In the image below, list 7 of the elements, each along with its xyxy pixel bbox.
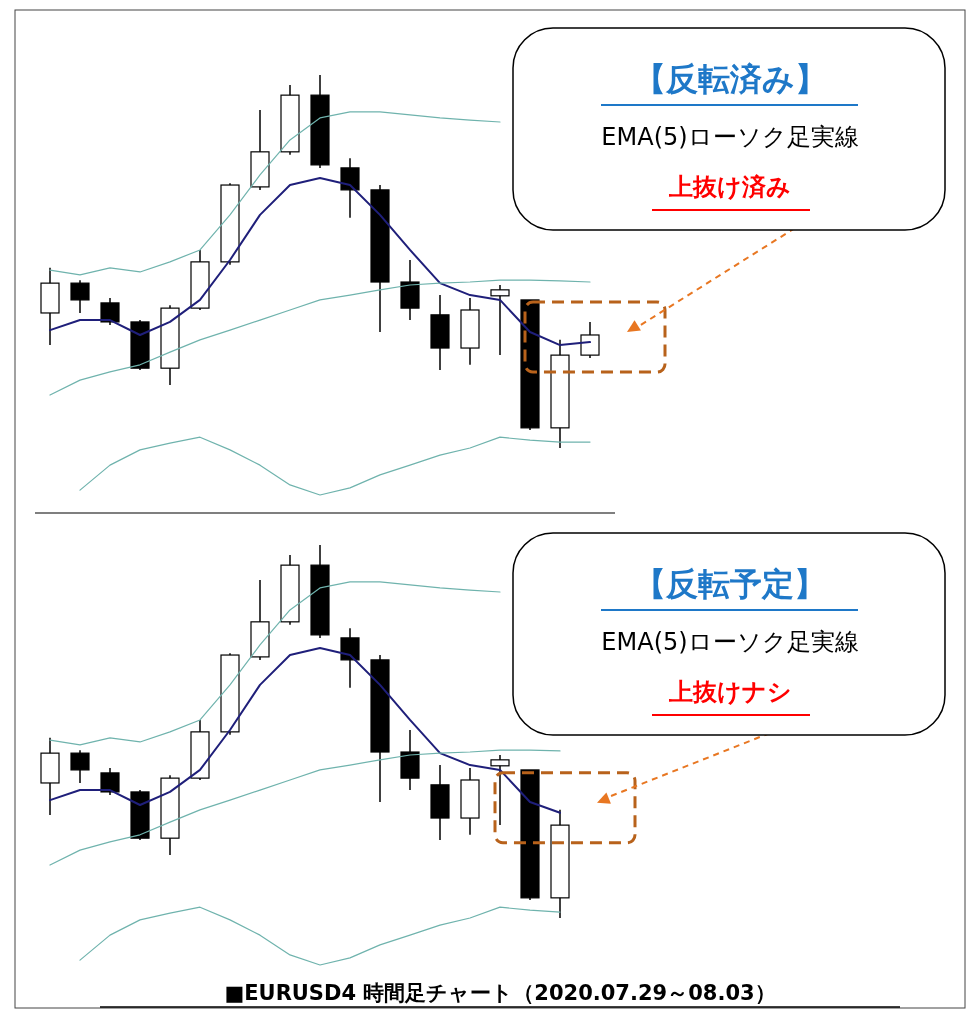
text: 【反転予定】 [634,565,826,603]
annotation: EMA(5)ローソク足実線 [601,123,859,151]
text: 【反転済み】 [633,60,827,98]
text: 上抜けナシ [667,678,792,706]
text: ■EURUSD4 時間足チャート（2020.07.29～08.03） [224,981,776,1005]
text: 上抜け済み [668,173,791,201]
text: EMA(5)ローソク足実線 [601,628,859,656]
